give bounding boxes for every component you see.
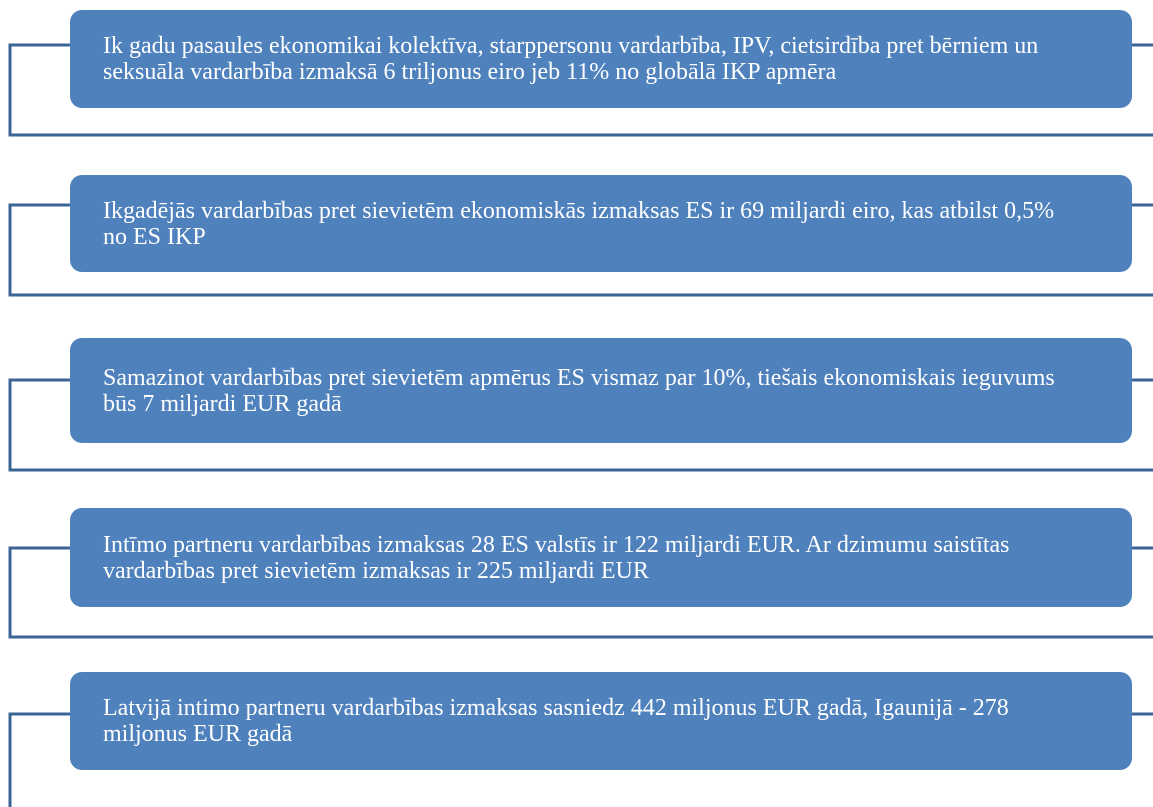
- info-box: Latvijā intimo partneru vardarbības izma…: [70, 672, 1132, 770]
- info-text: Samazinot vardarbības pret sievietēm apm…: [103, 364, 1055, 417]
- info-box: Intīmo partneru vardarbības izmaksas 28 …: [70, 508, 1132, 607]
- info-box: Ikgadējās vardarbības pret sievietēm eko…: [70, 175, 1132, 272]
- bracket: [8, 203, 1153, 297]
- info-text: Latvijā intimo partneru vardarbības izma…: [103, 695, 1009, 747]
- bracket: [8, 546, 1153, 639]
- bracket: [8, 43, 1153, 137]
- info-text: Ik gadu pasaules ekonomikai kolektīva, s…: [103, 33, 1039, 85]
- info-text: Ikgadējās vardarbības pret sievietēm eko…: [103, 197, 1055, 250]
- bracket: [8, 712, 70, 807]
- info-box: Ik gadu pasaules ekonomikai kolektīva, s…: [70, 10, 1132, 108]
- info-box: Samazinot vardarbības pret sievietēm apm…: [70, 338, 1132, 443]
- bracket: [8, 378, 1153, 472]
- info-text: Intīmo partneru vardarbības izmaksas 28 …: [103, 531, 1010, 584]
